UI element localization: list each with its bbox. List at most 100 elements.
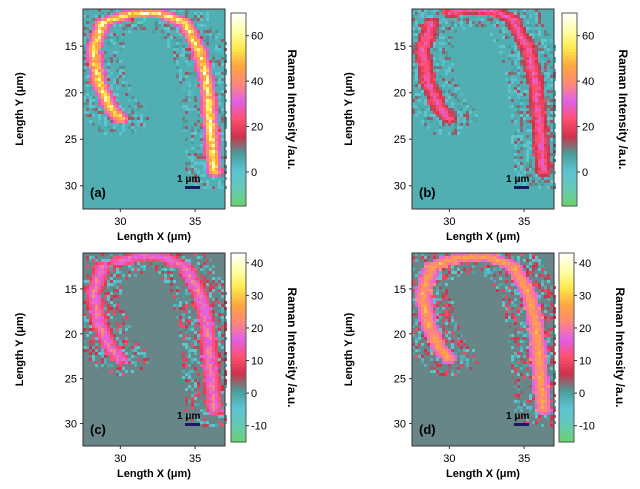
heatmap-cell bbox=[430, 24, 433, 27]
heatmap-cell bbox=[526, 364, 529, 367]
heatmap-cell bbox=[532, 403, 535, 406]
heatmap-cell bbox=[439, 274, 442, 277]
heatmap-cell bbox=[538, 96, 541, 99]
heatmap-cell bbox=[424, 292, 427, 295]
heatmap-cell bbox=[209, 171, 212, 174]
heatmap-cell bbox=[415, 12, 418, 15]
heatmap-cell bbox=[173, 21, 176, 24]
colorbar-segment bbox=[559, 309, 574, 314]
heatmap-cell bbox=[185, 364, 188, 367]
heatmap-cell bbox=[436, 268, 439, 271]
heatmap-cell bbox=[212, 96, 215, 99]
heatmap-cell bbox=[451, 352, 454, 355]
heatmap-cell bbox=[188, 18, 191, 21]
heatmap-cell bbox=[209, 394, 212, 397]
heatmap-cell bbox=[110, 295, 113, 298]
heatmap-cell bbox=[430, 346, 433, 349]
heatmap-cell bbox=[194, 57, 197, 60]
heatmap-cell bbox=[209, 388, 212, 391]
heatmap-cell bbox=[535, 147, 538, 150]
heatmap-cell bbox=[532, 177, 535, 180]
heatmap-cell bbox=[529, 361, 532, 364]
heatmap-cell bbox=[544, 33, 547, 36]
heatmap-cell bbox=[86, 349, 89, 352]
heatmap-cell bbox=[182, 15, 185, 18]
heatmap-cell bbox=[104, 90, 107, 93]
heatmap-cell bbox=[215, 409, 218, 412]
heatmap-cell bbox=[442, 325, 445, 328]
heatmap-cell bbox=[92, 72, 95, 75]
colorbar-segment bbox=[562, 58, 577, 62]
heatmap-cell bbox=[191, 343, 194, 346]
heatmap-cell bbox=[200, 114, 203, 117]
heatmap-cell bbox=[514, 364, 517, 367]
heatmap-cell bbox=[550, 114, 553, 117]
heatmap-cell bbox=[445, 319, 448, 322]
heatmap-cell bbox=[532, 298, 535, 301]
heatmap-cell bbox=[185, 99, 188, 102]
heatmap-cell bbox=[511, 141, 514, 144]
heatmap-cell bbox=[212, 99, 215, 102]
heatmap-cell bbox=[86, 63, 89, 66]
heatmap-cell bbox=[221, 295, 224, 298]
heatmap-cell bbox=[544, 400, 547, 403]
heatmap-cell bbox=[538, 406, 541, 409]
heatmap-cell bbox=[98, 319, 101, 322]
heatmap-cell bbox=[134, 117, 137, 120]
heatmap-cell bbox=[541, 322, 544, 325]
heatmap-cell bbox=[185, 138, 188, 141]
heatmap-cell bbox=[445, 57, 448, 60]
heatmap-cell bbox=[529, 304, 532, 307]
heatmap-cell bbox=[95, 265, 98, 268]
heatmap-cell bbox=[523, 177, 526, 180]
heatmap-cell bbox=[113, 33, 116, 36]
heatmap-cell bbox=[526, 289, 529, 292]
heatmap-cell bbox=[523, 274, 526, 277]
heatmap-cell bbox=[212, 141, 215, 144]
heatmap-cell bbox=[143, 349, 146, 352]
heatmap-cell bbox=[433, 283, 436, 286]
heatmap-cell bbox=[188, 268, 191, 271]
heatmap-cell bbox=[532, 370, 535, 373]
heatmap-cell bbox=[203, 129, 206, 132]
heatmap-cell bbox=[547, 147, 550, 150]
heatmap-cell bbox=[451, 69, 454, 72]
heatmap-cell bbox=[448, 123, 451, 126]
heatmap-cell bbox=[472, 271, 475, 274]
heatmap-cell bbox=[442, 358, 445, 361]
heatmap-cell bbox=[212, 316, 215, 319]
heatmap-cell bbox=[535, 400, 538, 403]
colorbar-segment bbox=[559, 394, 574, 399]
heatmap-cells bbox=[83, 253, 227, 427]
heatmap-cell bbox=[158, 24, 161, 27]
heatmap-cell bbox=[194, 292, 197, 295]
heatmap-cell bbox=[131, 361, 134, 364]
heatmap-cell bbox=[439, 30, 442, 33]
heatmap-cell bbox=[415, 105, 418, 108]
heatmap-cell bbox=[526, 78, 529, 81]
heatmap-cell bbox=[526, 421, 529, 424]
heatmap-cell bbox=[541, 138, 544, 141]
heatmap-cell bbox=[421, 268, 424, 271]
colorbar-tick-label: 40 bbox=[579, 258, 591, 270]
heatmap-cell bbox=[544, 165, 547, 168]
heatmap-cell bbox=[110, 120, 113, 123]
heatmap-cell bbox=[221, 186, 224, 189]
heatmap-cell bbox=[194, 66, 197, 69]
heatmap-cell bbox=[427, 316, 430, 319]
heatmap-cell bbox=[526, 51, 529, 54]
heatmap-cell bbox=[535, 328, 538, 331]
heatmap-cell bbox=[529, 346, 532, 349]
heatmap-cell bbox=[206, 72, 209, 75]
heatmap-cell bbox=[520, 322, 523, 325]
heatmap-cell bbox=[212, 33, 215, 36]
heatmap-cell bbox=[200, 421, 203, 424]
colorbar-segment bbox=[231, 144, 246, 149]
heatmap-cell bbox=[110, 15, 113, 18]
heatmap-cell bbox=[197, 385, 200, 388]
heatmap-cell bbox=[98, 301, 101, 304]
heatmap-cell bbox=[161, 259, 164, 262]
heatmap-cell bbox=[535, 24, 538, 27]
heatmap-cell bbox=[457, 111, 460, 114]
